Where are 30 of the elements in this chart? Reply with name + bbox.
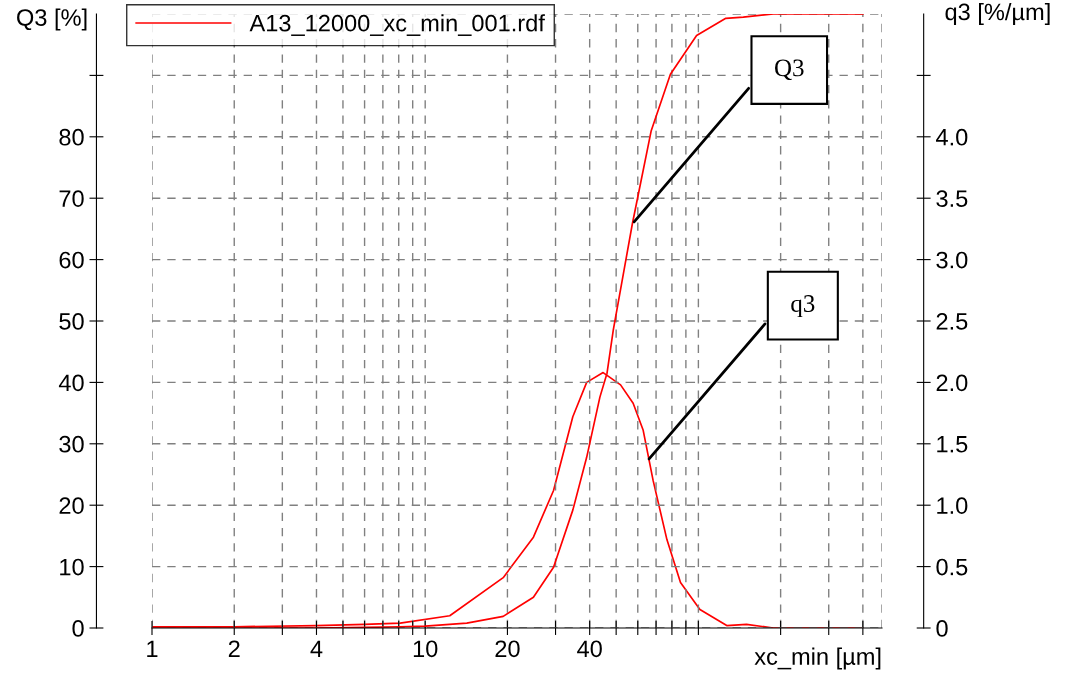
y-tick-label: 40 [58, 374, 84, 392]
y2-tick-label: 1.5 [937, 436, 968, 453]
y2-tick-label: 0.5 [936, 558, 968, 576]
y-tick-label: 80 [59, 128, 84, 146]
y2-tick-label: 4.0 [936, 128, 968, 146]
x-tick-label: 40 [577, 640, 602, 658]
y2-tick-label: 2.5 [936, 313, 968, 330]
y-tick-label: 50 [59, 313, 84, 330]
y2-tick-label: 3.5 [936, 190, 968, 207]
legend-label: A13_12000_xc_min_001.rdf [249, 14, 545, 36]
y-tick-label: 10 [60, 558, 84, 576]
y2-axis-title: q3 [%/µm] [945, 3, 1050, 26]
y-tick-label: 20 [59, 497, 84, 514]
x-tick-label: 2 [228, 640, 240, 657]
y-tick-label: 0 [72, 620, 84, 637]
annotation: Q3 [775, 59, 804, 81]
y2-tick-label: 1.0 [937, 497, 968, 514]
y-tick-label: 70 [59, 190, 84, 207]
x-axis-title: xc_min [µm] [754, 647, 881, 670]
y-tick-label: 60 [59, 251, 84, 269]
annotation: q3 [791, 295, 815, 317]
y2-tick-label: 2.0 [936, 374, 968, 392]
x-tick-label: 4 [310, 640, 323, 657]
y-axis-title: Q3 [%] [17, 8, 87, 31]
x-tick-label: 10 [413, 640, 438, 658]
y2-tick-label: 3.0 [936, 251, 968, 269]
y2-tick-label: 0 [936, 620, 948, 637]
y-tick-label: 30 [59, 435, 84, 453]
x-tick-label: 1 [147, 640, 158, 657]
x-tick-label: 20 [495, 640, 520, 658]
